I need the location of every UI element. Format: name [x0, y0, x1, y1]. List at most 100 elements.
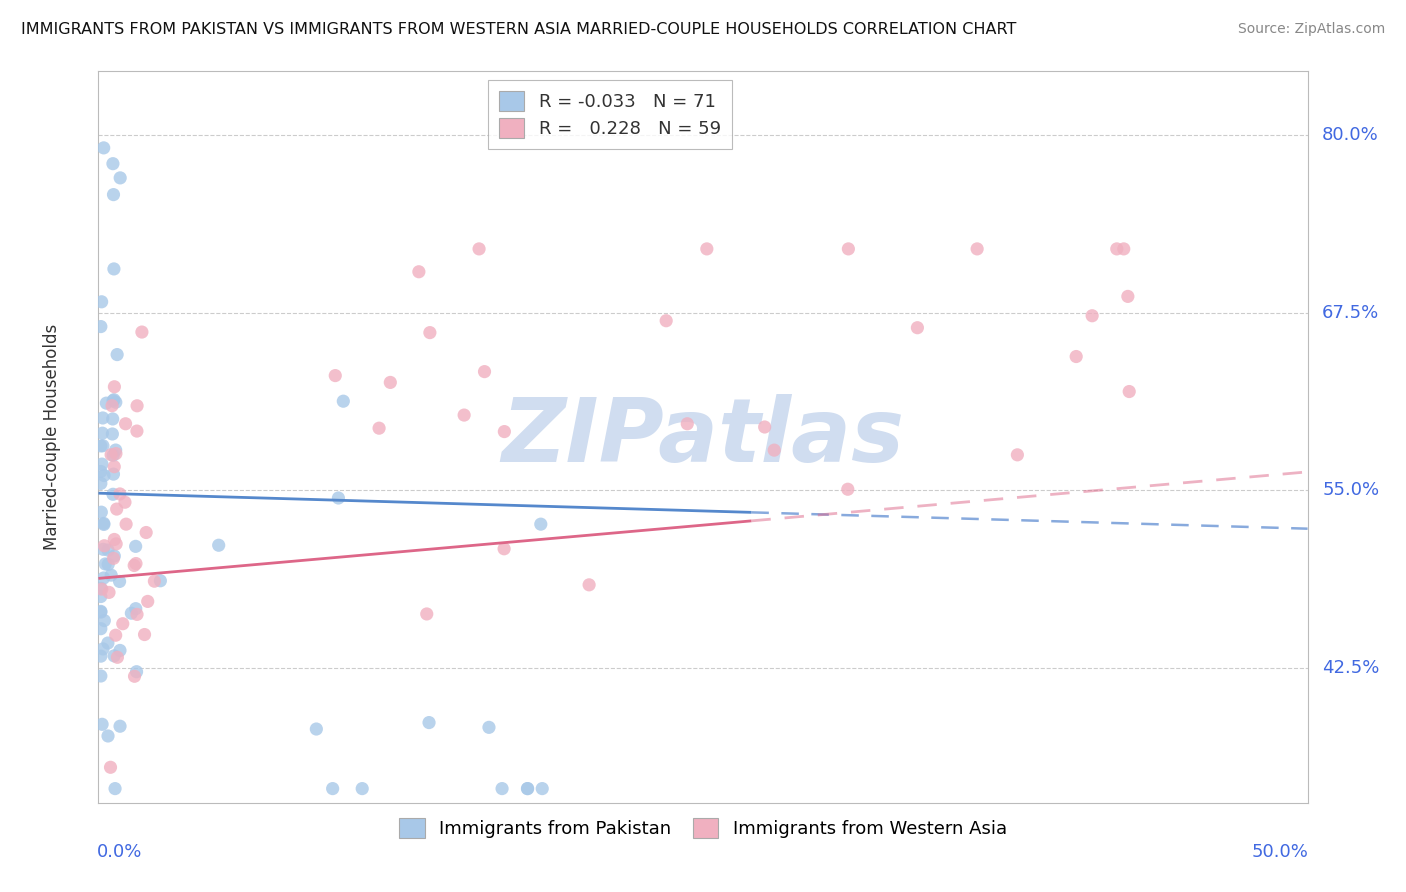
Point: [90, 505, 112, 519]
Point: [91, 439, 114, 453]
Point: [453, 408, 475, 422]
Point: [125, 424, 148, 438]
Point: [1116, 289, 1139, 303]
Point: [90, 604, 112, 618]
Point: [323, 368, 346, 383]
Point: [103, 467, 125, 482]
Point: [91, 426, 114, 441]
Point: [754, 420, 776, 434]
Point: [91, 542, 114, 557]
Point: [125, 601, 148, 615]
Point: [101, 393, 124, 408]
Point: [90, 582, 112, 596]
Point: [1064, 350, 1087, 364]
Point: [90, 294, 112, 309]
Point: [108, 719, 131, 733]
Point: [103, 187, 125, 202]
Point: [96, 396, 118, 410]
Point: [125, 399, 148, 413]
Point: [837, 482, 859, 496]
Text: 0.0%: 0.0%: [97, 843, 142, 861]
Point: [208, 538, 231, 552]
Point: [1007, 448, 1029, 462]
Point: [93, 516, 115, 531]
Point: [103, 551, 125, 566]
Point: [108, 643, 131, 657]
Point: [143, 574, 166, 589]
Point: [90, 590, 112, 604]
Point: [419, 326, 441, 340]
Point: [125, 607, 148, 622]
Point: [105, 348, 128, 362]
Point: [90, 605, 112, 619]
Point: [103, 549, 125, 563]
Point: [91, 717, 114, 731]
Text: 67.5%: 67.5%: [1322, 304, 1379, 322]
Point: [93, 468, 115, 483]
Point: [100, 760, 122, 774]
Point: [966, 242, 988, 256]
Text: 42.5%: 42.5%: [1322, 659, 1379, 677]
Point: [105, 537, 128, 551]
Point: [122, 558, 145, 573]
Point: [115, 517, 138, 532]
Point: [104, 781, 127, 796]
Point: [93, 141, 115, 155]
Point: [103, 380, 125, 394]
Point: [103, 392, 125, 407]
Point: [103, 448, 125, 462]
Text: 50.0%: 50.0%: [1251, 843, 1309, 861]
Point: [114, 417, 136, 431]
Point: [516, 781, 538, 796]
Point: [103, 648, 125, 663]
Point: [90, 649, 112, 664]
Point: [578, 578, 600, 592]
Point: [1118, 384, 1140, 399]
Point: [305, 722, 328, 736]
Point: [108, 487, 131, 501]
Point: [1081, 309, 1104, 323]
Point: [93, 517, 115, 532]
Point: [104, 447, 127, 461]
Point: [90, 622, 112, 636]
Point: [104, 443, 127, 458]
Point: [120, 606, 142, 620]
Point: [93, 539, 115, 553]
Point: [491, 781, 513, 796]
Point: [468, 242, 491, 256]
Point: [101, 399, 124, 413]
Point: [474, 365, 496, 379]
Point: [530, 517, 553, 532]
Point: [91, 457, 114, 471]
Point: [104, 395, 127, 409]
Point: [676, 417, 699, 431]
Point: [107, 650, 129, 665]
Point: [94, 557, 117, 571]
Point: [101, 412, 124, 426]
Point: [111, 616, 134, 631]
Point: [98, 585, 121, 599]
Point: [101, 427, 124, 442]
Point: [100, 568, 122, 582]
Point: [91, 411, 114, 425]
Point: [380, 376, 402, 390]
Point: [104, 628, 127, 642]
Point: [97, 558, 120, 572]
Text: Married-couple Households: Married-couple Households: [44, 324, 62, 550]
Point: [149, 574, 172, 588]
Point: [97, 729, 120, 743]
Point: [90, 582, 112, 596]
Point: [136, 594, 159, 608]
Point: [332, 394, 354, 409]
Point: [108, 574, 131, 589]
Point: [101, 487, 124, 501]
Point: [97, 543, 120, 558]
Point: [93, 571, 115, 585]
Point: [103, 459, 125, 474]
Point: [655, 314, 678, 328]
Point: [90, 465, 112, 479]
Point: [124, 540, 146, 554]
Point: [108, 170, 131, 185]
Point: [352, 781, 374, 796]
Text: 55.0%: 55.0%: [1322, 482, 1379, 500]
